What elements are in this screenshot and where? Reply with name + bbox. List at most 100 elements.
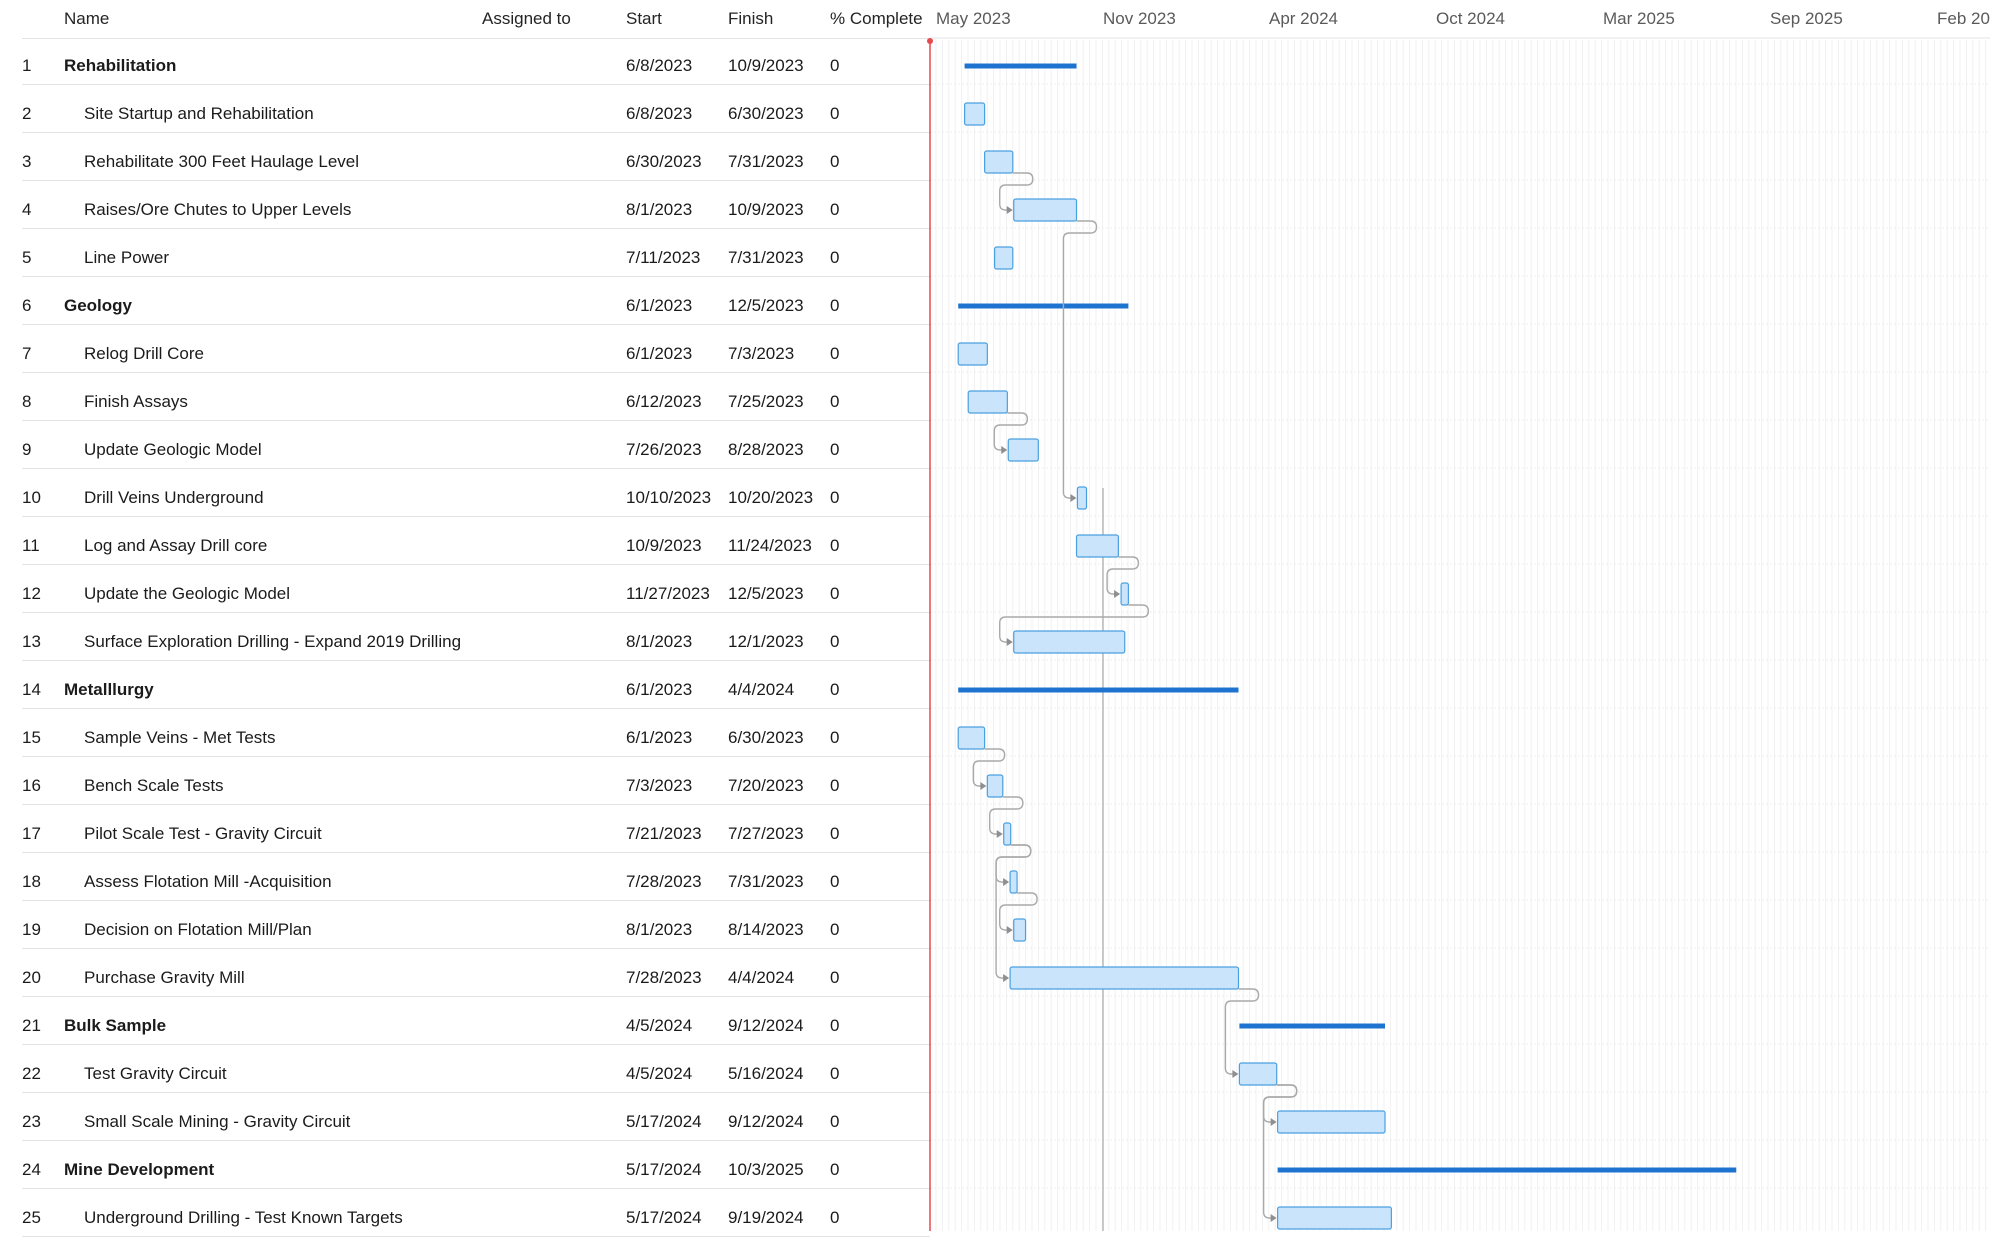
task-name[interactable]: Update Geologic Model (84, 440, 262, 459)
task-bar[interactable] (1277, 1110, 1386, 1134)
task-finish[interactable]: 7/3/2023 (728, 344, 795, 363)
task-name[interactable]: Small Scale Mining - Gravity Circuit (84, 1112, 351, 1131)
task-percent-complete[interactable]: 0 (830, 296, 840, 315)
task-row[interactable]: 1 Rehabilitation 6/8/2023 10/9/2023 0 (0, 42, 930, 90)
task-start[interactable]: 7/28/2023 (626, 872, 702, 891)
task-finish[interactable]: 8/14/2023 (728, 920, 804, 939)
dependency-connector[interactable] (993, 412, 1029, 451)
summary-bar[interactable] (958, 687, 1239, 693)
dependency-connector[interactable] (1224, 988, 1260, 1075)
task-start[interactable]: 10/9/2023 (626, 536, 702, 555)
task-row[interactable]: 7 Relog Drill Core 6/1/2023 7/3/2023 0 (0, 330, 930, 378)
task-percent-complete[interactable]: 0 (830, 1112, 840, 1131)
task-name[interactable]: Rehabilitation (64, 56, 177, 75)
task-finish[interactable]: 9/12/2024 (728, 1016, 804, 1035)
task-name[interactable]: Line Power (84, 248, 170, 267)
dependency-connector[interactable] (1062, 220, 1098, 499)
task-row[interactable]: 6 Geology 6/1/2023 12/5/2023 0 (0, 282, 930, 330)
task-start[interactable]: 6/1/2023 (626, 344, 693, 363)
task-finish[interactable]: 6/30/2023 (728, 104, 804, 123)
task-finish[interactable]: 4/4/2024 (728, 968, 795, 987)
task-row[interactable]: 11 Log and Assay Drill core 10/9/2023 11/24… (0, 522, 930, 570)
task-start[interactable]: 4/5/2024 (626, 1016, 693, 1035)
summary-bar[interactable] (1277, 1167, 1737, 1173)
task-start[interactable]: 6/1/2023 (626, 680, 693, 699)
task-finish[interactable]: 12/5/2023 (728, 296, 804, 315)
summary-bar[interactable] (1239, 1023, 1385, 1029)
task-name[interactable]: Update the Geologic Model (84, 584, 291, 603)
task-finish[interactable]: 10/9/2023 (728, 56, 804, 75)
task-finish[interactable]: 7/20/2023 (728, 776, 804, 795)
task-row[interactable]: 16 Bench Scale Tests 7/3/2023 7/20/2023 0 (0, 762, 930, 810)
task-finish[interactable]: 9/19/2024 (728, 1208, 804, 1227)
task-finish[interactable]: 4/4/2024 (728, 680, 795, 699)
task-percent-complete[interactable]: 0 (830, 56, 840, 75)
task-start[interactable]: 7/11/2023 (626, 248, 701, 267)
task-name[interactable]: Assess Flotation Mill -Acquisition (84, 872, 332, 891)
task-percent-complete[interactable]: 0 (830, 440, 840, 459)
dependency-connector[interactable] (999, 172, 1034, 211)
task-finish[interactable]: 7/31/2023 (728, 248, 804, 267)
task-bar[interactable] (1013, 630, 1126, 654)
task-percent-complete[interactable]: 0 (830, 488, 840, 507)
task-bar[interactable] (994, 246, 1014, 270)
task-bar[interactable] (967, 390, 1008, 414)
task-row[interactable]: 17 Pilot Scale Test - Gravity Circuit 7/21… (0, 810, 930, 858)
task-finish[interactable]: 10/3/2025 (728, 1160, 804, 1179)
task-percent-complete[interactable]: 0 (830, 824, 840, 843)
task-name[interactable]: Test Gravity Circuit (84, 1064, 227, 1083)
task-percent-complete[interactable]: 0 (830, 920, 840, 939)
task-name[interactable]: Metalllurgy (64, 680, 154, 699)
task-name[interactable]: Sample Veins - Met Tests (84, 728, 276, 747)
task-finish[interactable]: 8/28/2023 (728, 440, 804, 459)
task-finish[interactable]: 10/9/2023 (728, 200, 804, 219)
task-start[interactable]: 6/1/2023 (626, 296, 693, 315)
dependency-connector[interactable] (989, 796, 1024, 835)
column-header-assigned-to[interactable]: Assigned to (482, 9, 571, 28)
dependency-connector[interactable] (1106, 556, 1140, 595)
task-start[interactable]: 6/30/2023 (626, 152, 702, 171)
dependency-connector[interactable] (972, 748, 1006, 787)
task-row[interactable]: 9 Update Geologic Model 7/26/2023 8/28/2023… (0, 426, 930, 474)
dependency-connector[interactable] (999, 604, 1150, 643)
task-name[interactable]: Underground Drilling - Test Known Target… (84, 1208, 403, 1227)
task-name[interactable]: Mine Development (64, 1160, 215, 1179)
task-start[interactable]: 6/12/2023 (626, 392, 702, 411)
task-bar[interactable] (1076, 486, 1088, 510)
task-row[interactable]: 14 Metalllurgy 6/1/2023 4/4/2024 0 (0, 666, 930, 714)
task-finish[interactable]: 7/31/2023 (728, 872, 804, 891)
task-start[interactable]: 4/5/2024 (626, 1064, 693, 1083)
task-name[interactable]: Raises/Ore Chutes to Upper Levels (84, 200, 352, 219)
task-row[interactable]: 18 Assess Flotation Mill -Acquisition 7/28… (0, 858, 930, 906)
task-percent-complete[interactable]: 0 (830, 776, 840, 795)
task-row[interactable]: 24 Mine Development 5/17/2024 10/3/2025 0 (0, 1146, 930, 1194)
task-finish[interactable]: 9/12/2024 (728, 1112, 804, 1131)
task-finish[interactable]: 7/31/2023 (728, 152, 804, 171)
task-name[interactable]: Geology (64, 296, 133, 315)
task-bar[interactable] (1003, 822, 1012, 846)
task-percent-complete[interactable]: 0 (830, 392, 840, 411)
column-header-percent-complete[interactable]: % Complete (830, 9, 923, 28)
task-finish[interactable]: 11/24/2023 (728, 536, 812, 555)
task-start[interactable]: 7/26/2023 (626, 440, 702, 459)
task-percent-complete[interactable]: 0 (830, 680, 840, 699)
column-header-finish[interactable]: Finish (728, 9, 774, 28)
task-start[interactable]: 7/28/2023 (626, 968, 702, 987)
task-row[interactable]: 5 Line Power 7/11/2023 7/31/2023 0 (0, 234, 930, 282)
task-name[interactable]: Rehabilitate 300 Feet Haulage Level (84, 152, 360, 171)
task-finish[interactable]: 7/27/2023 (728, 824, 804, 843)
task-row[interactable]: 8 Finish Assays 6/12/2023 7/25/2023 0 (0, 378, 930, 426)
task-row[interactable]: 4 Raises/Ore Chutes to Upper Levels 8/1/20… (0, 186, 930, 234)
task-bar[interactable] (957, 342, 988, 366)
task-row[interactable]: 22 Test Gravity Circuit 4/5/2024 5/16/2024 0 (0, 1050, 930, 1098)
task-percent-complete[interactable]: 0 (830, 200, 840, 219)
task-start[interactable]: 7/21/2023 (626, 824, 702, 843)
task-bar[interactable] (1120, 582, 1129, 606)
task-name[interactable]: Site Startup and Rehabilitation (84, 104, 314, 123)
task-start[interactable]: 8/1/2023 (626, 632, 693, 651)
column-header-name[interactable]: Name (64, 9, 110, 28)
task-bar[interactable] (1238, 1062, 1278, 1086)
task-percent-complete[interactable]: 0 (830, 968, 840, 987)
task-finish[interactable]: 5/16/2024 (728, 1064, 804, 1083)
task-percent-complete[interactable]: 0 (830, 728, 840, 747)
